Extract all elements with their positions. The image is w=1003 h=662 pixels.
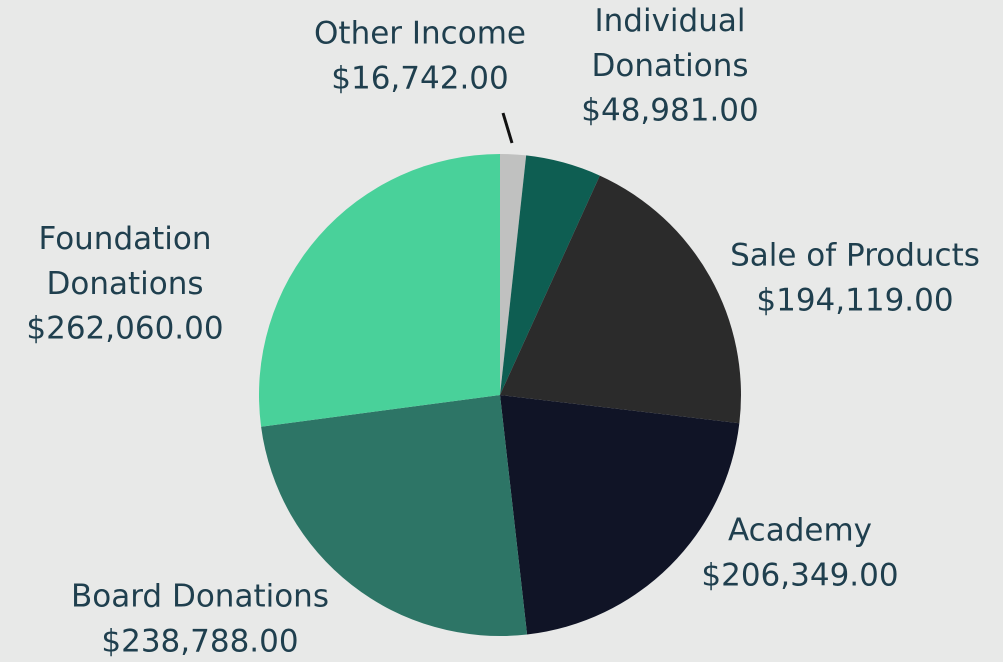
- pie-slice: [261, 395, 528, 637]
- slice-value-label: $238,788.00: [101, 624, 298, 660]
- slice-value-label: $194,119.00: [756, 283, 953, 319]
- pie-slice: [500, 175, 741, 424]
- slice-label: Sale of Products: [730, 238, 980, 274]
- slice-value-label: $262,060.00: [26, 311, 223, 347]
- slice-label: Other Income: [314, 16, 526, 52]
- slice-label: Academy: [728, 513, 872, 549]
- pie-slice: [500, 154, 527, 395]
- slice-value-label: $206,349.00: [701, 558, 898, 594]
- pie-slice: [500, 395, 740, 635]
- slice-value-label: $16,742.00: [331, 61, 509, 97]
- slice-label: Individual Donations: [591, 3, 748, 84]
- slice-value-label: $48,981.00: [581, 93, 759, 129]
- slice-label: Foundation Donations: [38, 221, 211, 302]
- slice-label: Board Donations: [71, 579, 329, 615]
- pie-slice: [500, 155, 600, 395]
- pie-slice: [258, 154, 500, 427]
- leader-line: [501, 112, 514, 144]
